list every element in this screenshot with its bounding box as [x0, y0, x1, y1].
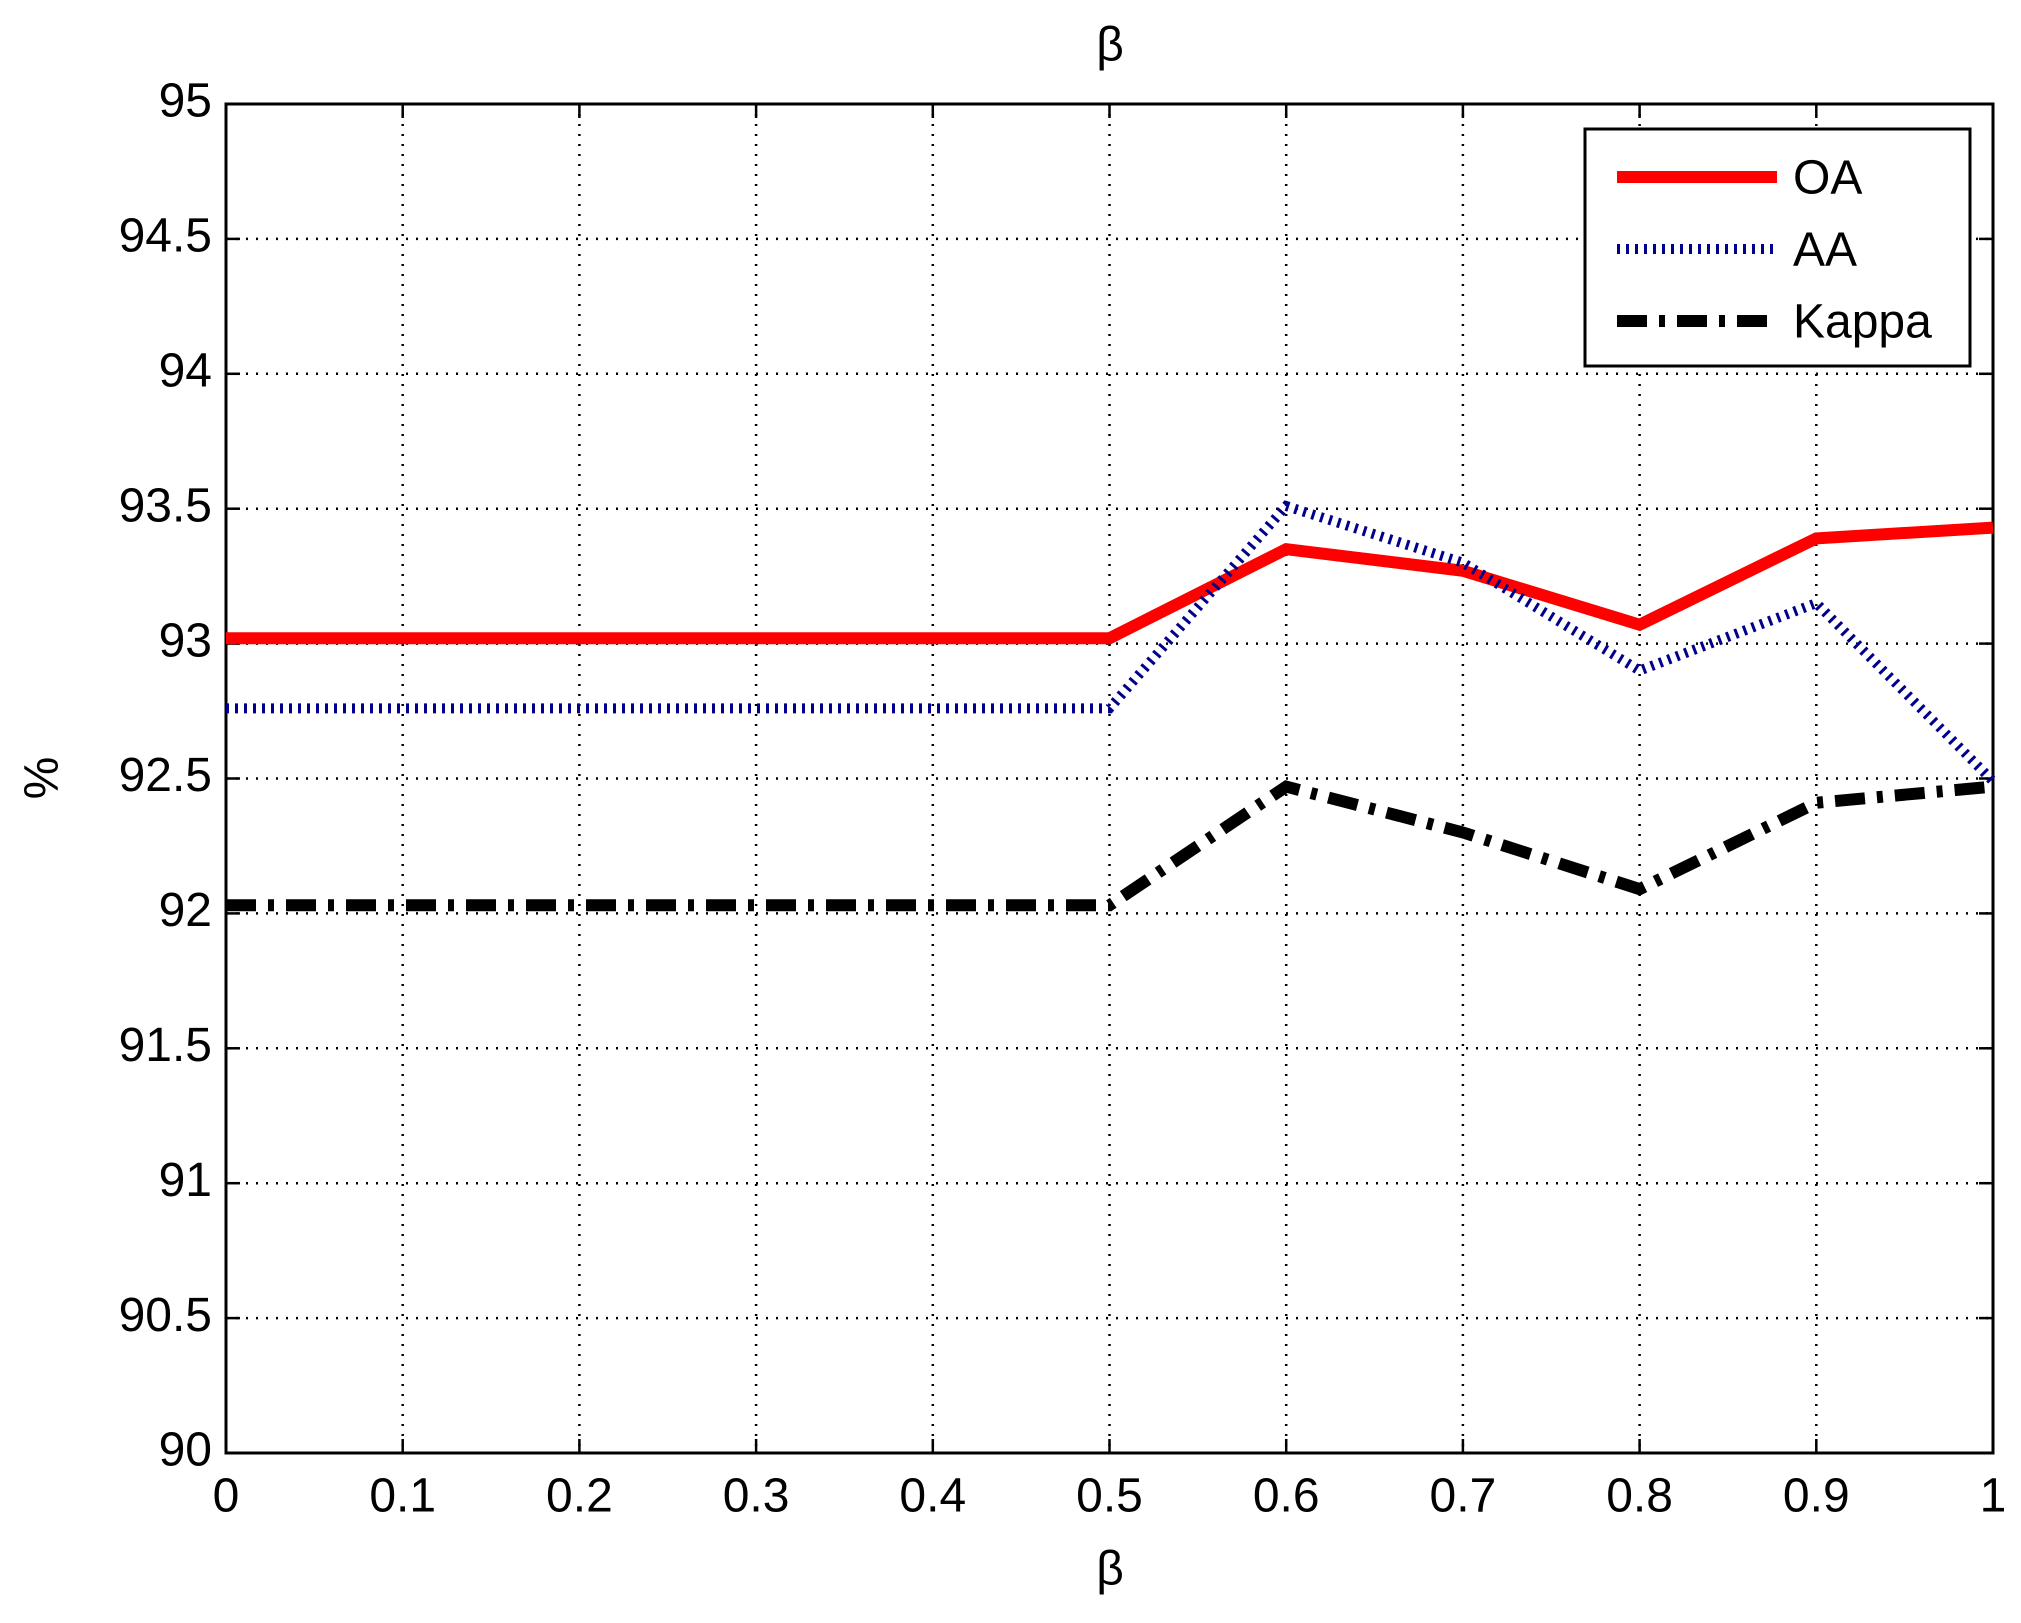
y-tick-label: 93: [159, 614, 212, 667]
data-line: [226, 521, 1994, 645]
x-tick-label: 0.1: [369, 1470, 436, 1523]
y-tick-label: 91.5: [119, 1019, 212, 1072]
x-tick-label: 0.6: [1253, 1470, 1320, 1523]
y-tick-label: 92: [159, 884, 212, 937]
x-tick-label: 0.2: [546, 1470, 613, 1523]
y-tick-label: 92.5: [119, 749, 212, 802]
y-tick-label: 94: [159, 344, 212, 397]
data-line: [226, 780, 1994, 912]
x-tick-label: 0: [213, 1470, 240, 1523]
y-tick-label: 95: [159, 75, 212, 128]
legend-label: OA: [1793, 152, 1862, 205]
x-axis-label: β: [1096, 1543, 1124, 1596]
x-tick-label: 0.5: [1076, 1470, 1143, 1523]
y-tick-label: 93.5: [119, 479, 212, 532]
x-tick-label: 0.3: [723, 1470, 790, 1523]
chart-title: β: [1096, 19, 1124, 72]
x-tick-label: 0.7: [1430, 1470, 1497, 1523]
y-tick-label: 91: [159, 1154, 212, 1207]
y-tick-label: 94.5: [119, 210, 212, 263]
x-tick-label: 0.8: [1606, 1470, 1673, 1523]
x-tick-label: 1: [1980, 1470, 2007, 1523]
x-tick-label: 0.9: [1783, 1470, 1850, 1523]
y-tick-label: 90: [159, 1424, 212, 1477]
y-axis-label: %: [16, 757, 69, 800]
legend-box: [1583, 127, 1972, 368]
data-line: [226, 500, 1997, 785]
legend-label: Kappa: [1793, 296, 1932, 349]
x-tick-label: 0.4: [899, 1470, 966, 1523]
y-tick-label: 90.5: [119, 1289, 212, 1342]
legend-label: AA: [1793, 224, 1857, 277]
